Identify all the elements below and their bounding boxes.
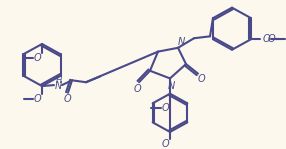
Text: O: O xyxy=(33,94,41,104)
Text: O: O xyxy=(161,103,169,113)
Text: H: H xyxy=(56,76,62,85)
Text: N: N xyxy=(177,37,185,47)
Text: O: O xyxy=(262,34,270,44)
Text: N: N xyxy=(167,81,175,91)
Text: N: N xyxy=(54,81,61,91)
Text: O: O xyxy=(133,84,141,94)
Text: O: O xyxy=(267,34,275,44)
Text: O: O xyxy=(33,53,41,63)
Text: O: O xyxy=(197,74,205,84)
Text: O: O xyxy=(63,94,71,104)
Text: O: O xyxy=(161,139,169,149)
